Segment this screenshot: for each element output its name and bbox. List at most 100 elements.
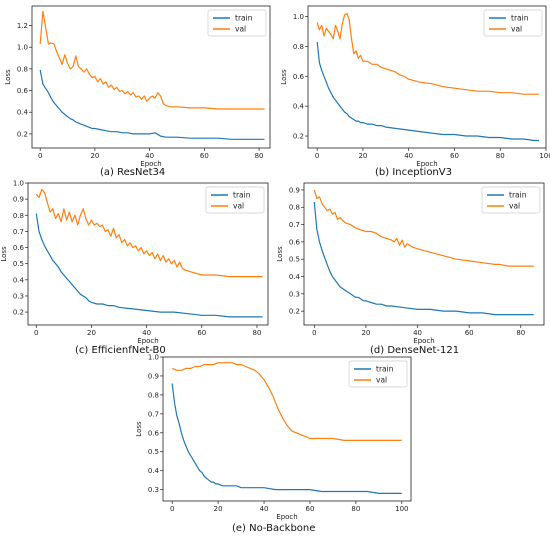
- y-tick-label: 1.0: [17, 44, 28, 52]
- y-tick-label: 0.5: [13, 260, 24, 268]
- y-tick-label: 0.2: [289, 308, 300, 316]
- x-axis-label: Epoch: [413, 337, 434, 345]
- x-tick-label: 40: [413, 329, 422, 337]
- x-tick-label: 80: [255, 152, 264, 160]
- y-axis-label: Loss: [135, 421, 143, 437]
- legend-label-val: val: [233, 202, 244, 211]
- x-tick-label: 60: [465, 329, 474, 337]
- x-tick-label: 0: [34, 329, 38, 337]
- series-line-val: [316, 12, 540, 95]
- x-tick-label: 80: [516, 329, 525, 337]
- y-tick-label: 0.8: [17, 65, 28, 73]
- y-tick-label: 0.9: [289, 186, 300, 194]
- y-tick-label: 0.8: [13, 212, 24, 220]
- legend-label-val: val: [235, 25, 246, 34]
- y-tick-label: 0.6: [148, 429, 160, 437]
- subplot-densenet-121: 0 20 40 60 80 0.2 0.3 0.4 0.5 0.6 0.7 0.8 0.9 Epoch Lo…: [276, 182, 545, 356]
- subplot-caption: (e) No-Backbone: [232, 523, 315, 534]
- x-tick-label: 100: [395, 505, 408, 513]
- y-tick-label: 0.3: [13, 292, 24, 300]
- y-tick-label: 0.2: [293, 133, 304, 141]
- y-tick-label: 0.8: [289, 204, 300, 212]
- y-tick-label: 0.6: [289, 238, 301, 246]
- x-tick-label: 60: [200, 152, 209, 160]
- y-tick-label: 0.4: [13, 276, 25, 284]
- x-tick-label: 80: [351, 505, 360, 513]
- legend-label-train: train: [376, 365, 394, 374]
- x-tick-label: 0: [170, 505, 174, 513]
- y-tick-label: 0.5: [289, 256, 300, 264]
- subplot-caption: (a) ResNet34: [100, 167, 165, 178]
- x-tick-label: 40: [145, 152, 154, 160]
- y-tick-label: 0.3: [289, 290, 300, 298]
- x-tick-label: 40: [260, 505, 269, 513]
- y-tick-label: 0.2: [17, 130, 28, 138]
- y-tick-label: 1.0: [293, 13, 304, 21]
- x-tick-label: 60: [450, 152, 459, 160]
- series-line-val: [35, 188, 263, 278]
- y-tick-label: 0.8: [293, 43, 304, 51]
- y-tick-label: 0.9: [148, 372, 159, 380]
- x-tick-label: 40: [404, 152, 413, 160]
- subplot-caption: (c) EfficienfNet-B0: [75, 345, 166, 356]
- x-tick-label: 20: [361, 329, 370, 337]
- y-axis-label: Loss: [4, 69, 12, 85]
- y-tick-label: 1.0: [13, 180, 24, 188]
- y-axis-label: Loss: [0, 246, 8, 262]
- y-tick-label: 0.7: [148, 410, 159, 418]
- x-axis-label: Epoch: [140, 160, 161, 168]
- legend-label-val: val: [509, 202, 520, 211]
- y-tick-label: 0.8: [148, 391, 159, 399]
- y-tick-label: 0.4: [17, 109, 29, 117]
- x-tick-label: 80: [253, 329, 262, 337]
- y-tick-label: 0.6: [13, 244, 25, 252]
- x-tick-label: 0: [38, 152, 42, 160]
- x-tick-label: 80: [496, 152, 505, 160]
- y-axis-label: Loss: [280, 69, 288, 85]
- y-tick-label: 1.2: [17, 22, 28, 30]
- x-tick-label: 100: [539, 152, 550, 160]
- subplot-no-backbone: 0 20 40 60 80 100 0.3 0.4 0.5 0.6 0.7 0.8 0.9 1.0 Epoc…: [135, 354, 412, 534]
- series-line-train: [316, 41, 540, 142]
- x-tick-label: 0: [312, 329, 316, 337]
- legend-label-train: train: [509, 191, 527, 200]
- y-tick-label: 0.2: [13, 309, 24, 317]
- y-tick-label: 0.9: [13, 196, 24, 204]
- legend-label-val: val: [376, 376, 387, 385]
- y-tick-label: 0.4: [289, 273, 301, 281]
- series-line-val: [313, 189, 534, 267]
- legend-label-train: train: [235, 14, 253, 23]
- x-tick-label: 20: [87, 329, 96, 337]
- x-axis-label: Epoch: [416, 160, 437, 168]
- y-tick-label: 0.4: [148, 467, 160, 475]
- x-tick-label: 20: [214, 505, 223, 513]
- y-axis-label: Loss: [276, 246, 284, 262]
- series-line-train: [35, 213, 263, 318]
- x-tick-label: 20: [358, 152, 367, 160]
- subplot-caption: (b) InceptionV3: [375, 167, 452, 178]
- subplot-efficientnet-b0: 0 20 40 60 80 0.2 0.3 0.4 0.5 0.6 0.7 0.8 0.9 1.0 Epoc…: [0, 180, 269, 356]
- series-line-train: [39, 69, 265, 140]
- x-tick-label: 20: [90, 152, 99, 160]
- x-tick-label: 40: [142, 329, 151, 337]
- x-tick-label: 0: [315, 152, 319, 160]
- legend-label-train: train: [511, 14, 529, 23]
- subplot-caption: (d) DenseNet-121: [370, 345, 459, 356]
- subplot-resnet34: 0 20 40 60 80 0.2 0.4 0.6 0.8 1.0 1.2 Epoch Loss trai…: [4, 5, 271, 178]
- series-line-val: [171, 362, 402, 441]
- x-axis-label: Epoch: [276, 513, 297, 521]
- legend-label-train: train: [233, 191, 251, 200]
- y-tick-label: 0.6: [293, 73, 305, 81]
- series-line-train: [171, 383, 402, 494]
- x-tick-label: 60: [306, 505, 315, 513]
- series-line-train: [313, 201, 534, 316]
- y-tick-label: 0.7: [289, 221, 300, 229]
- x-tick-label: 60: [197, 329, 206, 337]
- subplot-inceptionv3: 0 20 40 60 80 100 0.2 0.4 0.6 0.8 1.0 Epoch Loss trai…: [280, 5, 550, 178]
- y-tick-label: 0.7: [13, 228, 24, 236]
- y-tick-label: 0.5: [148, 448, 159, 456]
- y-tick-label: 0.6: [17, 87, 29, 95]
- y-tick-label: 0.3: [148, 486, 159, 494]
- legend-label-val: val: [511, 25, 522, 34]
- x-axis-label: Epoch: [137, 337, 158, 345]
